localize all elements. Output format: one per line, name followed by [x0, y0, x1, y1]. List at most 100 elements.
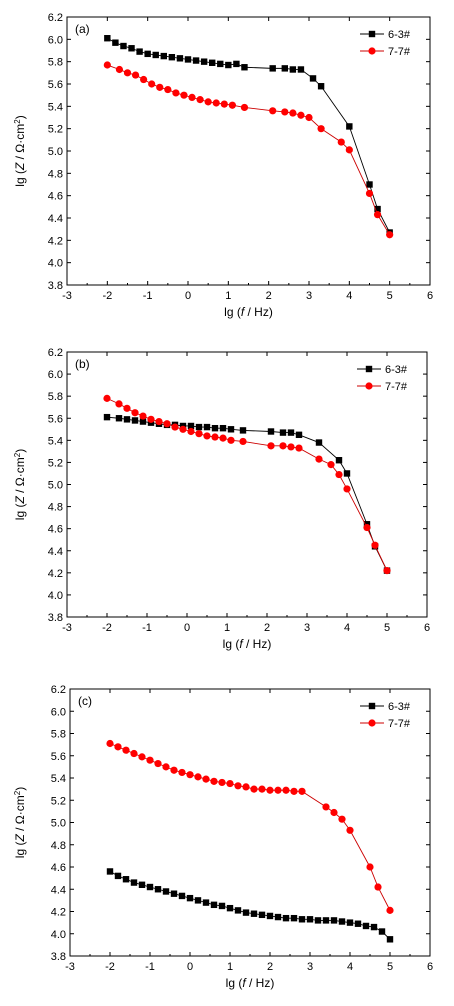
- y-tick-label: 4.4: [48, 213, 63, 225]
- data-point: [241, 64, 248, 71]
- x-tick-label: 2: [266, 290, 272, 302]
- x-tick-label: 5: [387, 290, 393, 302]
- data-point: [287, 443, 295, 451]
- data-point: [210, 777, 218, 785]
- data-point: [186, 771, 194, 779]
- data-point: [195, 423, 203, 431]
- legend-marker: [368, 702, 376, 710]
- data-point: [267, 428, 275, 435]
- data-point: [115, 65, 124, 74]
- data-point: [114, 872, 122, 880]
- data-point: [317, 83, 325, 90]
- legend-marker: [368, 719, 376, 727]
- data-point: [297, 111, 305, 119]
- y-tick-label: 5.4: [51, 773, 66, 785]
- data-point: [282, 786, 290, 794]
- y-axis-title: lg (Z / Ω·cm2): [13, 115, 28, 186]
- y-axis-title: lg (Z / Ω·cm2): [13, 449, 28, 520]
- data-point: [131, 71, 140, 79]
- data-point: [306, 916, 314, 923]
- x-tick-label: 0: [187, 961, 193, 973]
- data-point: [136, 48, 143, 55]
- data-point: [234, 907, 242, 914]
- data-point: [184, 56, 192, 63]
- data-point: [239, 427, 247, 434]
- data-point: [202, 899, 210, 906]
- data-point: [112, 39, 119, 46]
- data-point: [147, 415, 155, 423]
- y-tick-label: 5.2: [48, 457, 63, 469]
- y-tick-label: 5.6: [48, 413, 63, 425]
- legend-label: 6-3#: [388, 701, 411, 713]
- data-point: [123, 416, 131, 423]
- x-tick-label: -2: [105, 961, 115, 973]
- x-tick-label: 5: [387, 961, 393, 973]
- y-tick-label: 4.2: [51, 907, 66, 919]
- data-point: [131, 417, 139, 424]
- panel-label: (a): [75, 22, 90, 36]
- data-point: [130, 749, 138, 758]
- data-point: [281, 108, 289, 116]
- data-point: [315, 455, 323, 463]
- y-tick-label: 5.0: [48, 146, 63, 158]
- data-point: [309, 75, 317, 82]
- data-point: [274, 913, 282, 921]
- series-a: [103, 413, 391, 574]
- data-point: [315, 439, 323, 446]
- y-tick-label: 3.8: [48, 612, 63, 624]
- data-point: [170, 766, 178, 774]
- data-point: [115, 415, 123, 422]
- data-point: [128, 45, 135, 52]
- x-tick-label: 3: [307, 961, 313, 973]
- y-tick-label: 5.8: [48, 391, 63, 403]
- y-tick-label: 6.2: [48, 12, 63, 24]
- x-tick-label: -1: [142, 622, 152, 634]
- data-point: [345, 146, 353, 154]
- data-point: [180, 91, 188, 99]
- data-point: [138, 753, 146, 761]
- data-point: [314, 917, 322, 924]
- data-point: [289, 109, 297, 117]
- x-tick-label: 6: [427, 290, 433, 302]
- data-point: [171, 423, 179, 431]
- data-point: [162, 763, 170, 771]
- data-point: [203, 432, 211, 440]
- data-point: [186, 894, 194, 902]
- panel-label: (c): [78, 694, 92, 708]
- data-point: [383, 567, 391, 575]
- x-axis-title: lg (f / Hz): [224, 305, 273, 319]
- data-point: [290, 914, 298, 922]
- y-tick-label: 5.8: [51, 729, 66, 741]
- y-tick-label: 5.2: [51, 795, 66, 807]
- data-point: [211, 424, 219, 432]
- data-point: [179, 425, 187, 433]
- data-point: [346, 826, 354, 834]
- data-point: [194, 897, 202, 904]
- x-tick-label: 1: [224, 622, 230, 634]
- series-a: [106, 868, 394, 943]
- data-point: [140, 75, 148, 84]
- data-point: [295, 444, 303, 452]
- x-tick-label: 3: [306, 290, 312, 302]
- data-point: [160, 52, 167, 60]
- y-tick-label: 3.8: [51, 951, 66, 963]
- data-point: [106, 739, 114, 748]
- data-point: [281, 65, 288, 72]
- data-point: [187, 422, 195, 430]
- data-point: [343, 485, 351, 493]
- data-point: [104, 35, 111, 42]
- x-tick-label: -3: [62, 290, 72, 302]
- y-tick-label: 6.2: [48, 347, 63, 359]
- data-point: [170, 890, 178, 897]
- y-tick-label: 4.0: [48, 590, 63, 602]
- chart-panel-3: -3 -2 -1 0 1 2 3 4 5 6 3.8 4.0 4.2 4.4 4.6 4.8 5.0 5.2 5.4…: [13, 684, 434, 990]
- data-point: [162, 888, 170, 895]
- y-tick-label: 6.0: [48, 369, 63, 381]
- data-point: [139, 412, 147, 420]
- data-point: [378, 928, 386, 935]
- y-axis-title: lg (Z / Ω·cm2): [13, 787, 28, 858]
- x-axis-title: lg (f / Hz): [226, 976, 275, 990]
- data-point: [274, 786, 282, 794]
- data-point: [386, 231, 394, 239]
- x-tick-label: 6: [424, 622, 430, 634]
